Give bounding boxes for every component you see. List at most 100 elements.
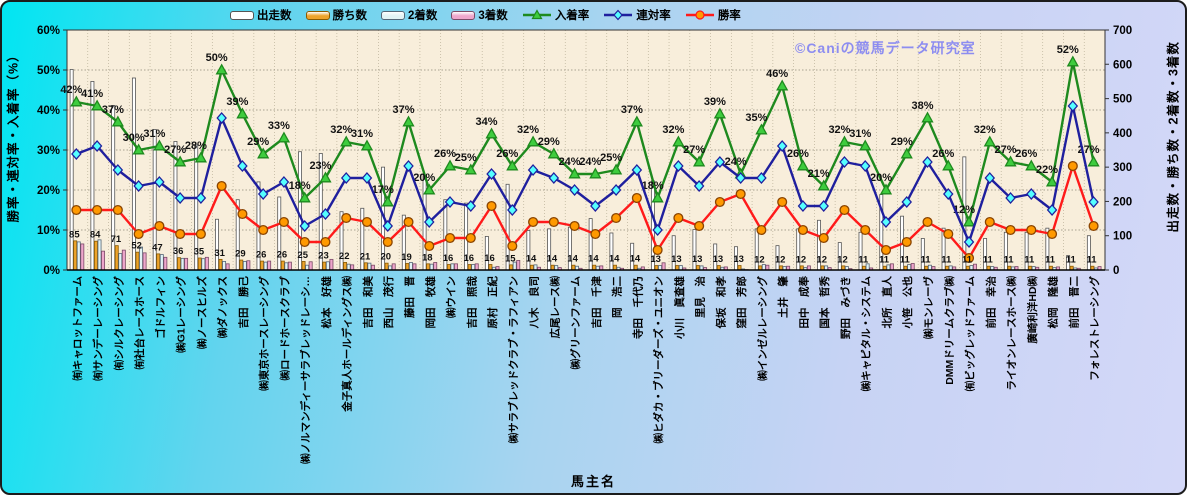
x-label: 国本 哲秀 <box>818 276 831 329</box>
placing-value-label: 32% <box>828 124 850 136</box>
x-label: 里見 治 <box>694 276 707 318</box>
marker-triangle <box>755 123 768 135</box>
marker-triangle <box>921 111 934 123</box>
bar-third <box>889 263 894 271</box>
placing-value-label: 46% <box>766 68 788 80</box>
marker-diamond <box>901 196 913 208</box>
placing-value-label: 32% <box>974 124 996 136</box>
marker-triangle <box>153 139 166 151</box>
marker-circle <box>611 212 622 224</box>
marker-diamond <box>361 172 373 184</box>
placing-value-label: 24% <box>725 156 747 168</box>
placing-value-label: 31% <box>849 128 871 140</box>
marker-triangle <box>1025 159 1038 171</box>
wins-value-label: 25 <box>297 250 308 261</box>
bar-third <box>225 263 230 271</box>
marker-triangle <box>257 147 270 159</box>
wins-value-label: 13 <box>650 254 661 265</box>
marker-circle <box>714 196 725 208</box>
marker-diamond <box>257 188 269 200</box>
bar-third <box>246 260 251 271</box>
placing-value-label: 26% <box>496 148 518 160</box>
marker-diamond <box>154 176 165 188</box>
wins-value-label: 26 <box>277 250 288 261</box>
placing-value-label: 12% <box>953 204 975 216</box>
wins-value-label: 14 <box>588 254 599 265</box>
marker-circle <box>548 216 559 228</box>
placing-value-label: 28% <box>185 140 207 152</box>
marker-circle <box>382 236 393 248</box>
marker-circle <box>922 216 933 228</box>
left-tick-label: 50% <box>37 65 60 77</box>
legend-item-入着率: 入着率 <box>522 7 590 23</box>
x-label: フォレストレーシング <box>1088 276 1101 381</box>
placing-value-label: 20% <box>870 172 892 184</box>
legend-swatch-勝ち数 <box>305 10 330 20</box>
marker-diamond <box>382 220 394 232</box>
marker-circle <box>652 244 663 256</box>
placing-value-label: 21% <box>808 168 830 180</box>
marker-triangle <box>443 159 457 171</box>
bar-third <box>661 262 666 271</box>
x-label: ㈱グリーンファーム <box>569 276 582 370</box>
marker-circle <box>673 212 684 224</box>
watermark: ©Caniの競馬データ研究室 <box>795 40 976 56</box>
marker-diamond <box>631 164 643 176</box>
legend-label-入着率: 入着率 <box>554 10 590 22</box>
marker-circle <box>1026 224 1037 236</box>
marker-diamond <box>797 200 809 212</box>
marker-diamond <box>1067 100 1079 112</box>
marker-circle <box>860 224 871 236</box>
placing-value-label: 29% <box>247 136 269 148</box>
wins-value-label: 26 <box>256 250 267 261</box>
marker-circle <box>756 224 767 236</box>
marker-diamond <box>423 216 435 228</box>
marker-diamond <box>839 156 850 168</box>
wins-value-label: 12 <box>796 254 807 265</box>
marker-diamond <box>527 164 539 176</box>
placing-value-label: 50% <box>206 52 228 64</box>
marker-diamond <box>880 216 892 228</box>
right-tick-label: 200 <box>1113 196 1132 208</box>
line-placing <box>76 60 1095 224</box>
bar-starts <box>111 105 116 271</box>
marker-circle <box>486 200 497 212</box>
marker-triangle <box>298 191 311 203</box>
x-label: ㈱東京ホースレーシング <box>258 276 271 391</box>
bar-third <box>454 263 458 271</box>
bar-wins <box>197 257 202 271</box>
line-quinella <box>75 104 1095 244</box>
marker-circle <box>1047 228 1058 240</box>
marker-circle <box>195 228 206 240</box>
placing-value-label: 25% <box>600 152 622 164</box>
wins-value-label: 11 <box>920 255 931 266</box>
x-label: ㈲社台レースホース <box>133 276 146 369</box>
marker-circle <box>403 216 414 228</box>
x-label: 吉田 勝己 <box>237 276 250 329</box>
wins-value-label: 16 <box>463 253 474 264</box>
marker-triangle <box>942 159 955 171</box>
marker-circle <box>777 196 788 208</box>
bar-second <box>201 258 206 271</box>
marker-diamond <box>299 220 310 232</box>
placing-value-label: 25% <box>455 152 477 164</box>
marker-circle <box>216 180 227 192</box>
wins-value-label: 11 <box>1004 255 1015 266</box>
x-label: 保坂 和孝 <box>714 276 727 330</box>
x-label: 田中 成奉 <box>797 276 810 329</box>
bar-second <box>222 261 227 271</box>
marker-diamond <box>444 196 456 208</box>
legend-label-勝ち数: 勝ち数 <box>332 10 368 22</box>
marker-circle <box>92 204 103 216</box>
bar-third <box>910 263 915 271</box>
bar-second <box>408 262 413 271</box>
marker-diamond <box>963 236 975 248</box>
x-label: 野田 みづき <box>839 276 852 339</box>
legend-label-出走数: 出走数 <box>257 10 292 22</box>
marker-diamond <box>922 156 933 168</box>
wins-value-label: 20 <box>380 252 391 263</box>
placing-value-label: 32% <box>330 124 352 136</box>
marker-triangle <box>983 135 996 147</box>
marker-circle <box>963 252 975 264</box>
